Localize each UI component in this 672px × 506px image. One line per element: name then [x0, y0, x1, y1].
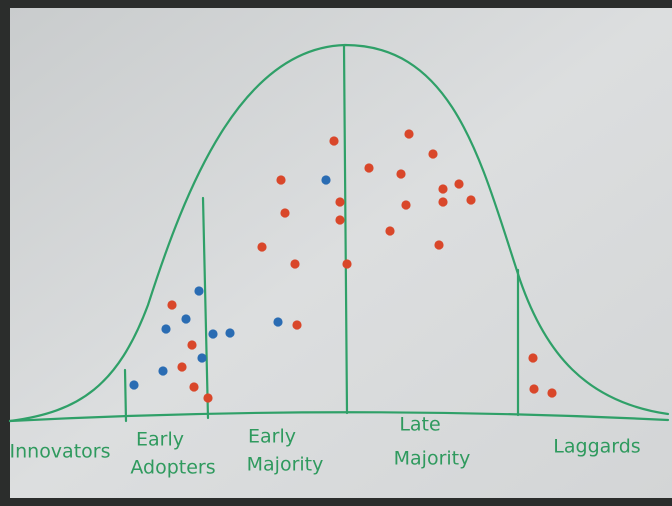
segment-label: Majority [394, 448, 471, 470]
sticker-dot [342, 259, 351, 268]
sticker-dot [404, 129, 413, 138]
sticker-dot [454, 179, 463, 188]
sticker-dot [438, 197, 447, 206]
segment-label: Adopters [130, 457, 215, 479]
sticker-dot [187, 340, 196, 349]
divider [125, 370, 126, 421]
sticker-dot [181, 314, 190, 323]
sticker-dot [189, 382, 198, 391]
sticker-dot [547, 388, 556, 397]
sticker-dot [161, 324, 170, 333]
sticker-dot [158, 366, 167, 375]
segment-label: Innovators [10, 441, 111, 463]
sticker-dot [177, 362, 186, 371]
sticker-dot [396, 169, 405, 178]
sticker-dot [257, 242, 266, 251]
sticker-dot [203, 393, 212, 402]
paper [10, 8, 672, 498]
segment-label: Late [399, 414, 440, 436]
sticker-dot [167, 300, 176, 309]
sticker-dot [428, 149, 437, 158]
sticker-dot [292, 320, 301, 329]
sticker-dot [466, 195, 475, 204]
sticker-dot [273, 317, 282, 326]
sticker-dot [438, 184, 447, 193]
sticker-dot [335, 197, 344, 206]
sticker-dot [364, 163, 373, 172]
sticker-dot [280, 208, 289, 217]
sticker-dot [401, 200, 410, 209]
segment-label: Early [248, 426, 296, 448]
sticker-dot [197, 353, 206, 362]
segment-label: Majority [247, 454, 324, 476]
sticker-dot [528, 353, 537, 362]
segment-label: Laggards [553, 436, 640, 458]
sticker-dot [276, 175, 285, 184]
sticker-dot [385, 226, 394, 235]
sticker-dot [335, 215, 344, 224]
sticker-dot [434, 240, 443, 249]
sticker-dot [529, 384, 538, 393]
sticker-dot [329, 136, 338, 145]
photo: Innovators Early Adopters Early Majority… [0, 0, 672, 506]
sticker-dot [321, 175, 330, 184]
sticker-dot [194, 286, 203, 295]
sticker-dot [208, 329, 217, 338]
sticker-dot [290, 259, 299, 268]
segment-label: Early [136, 429, 184, 451]
sticker-dot [129, 380, 138, 389]
sticker-dot [225, 328, 234, 337]
